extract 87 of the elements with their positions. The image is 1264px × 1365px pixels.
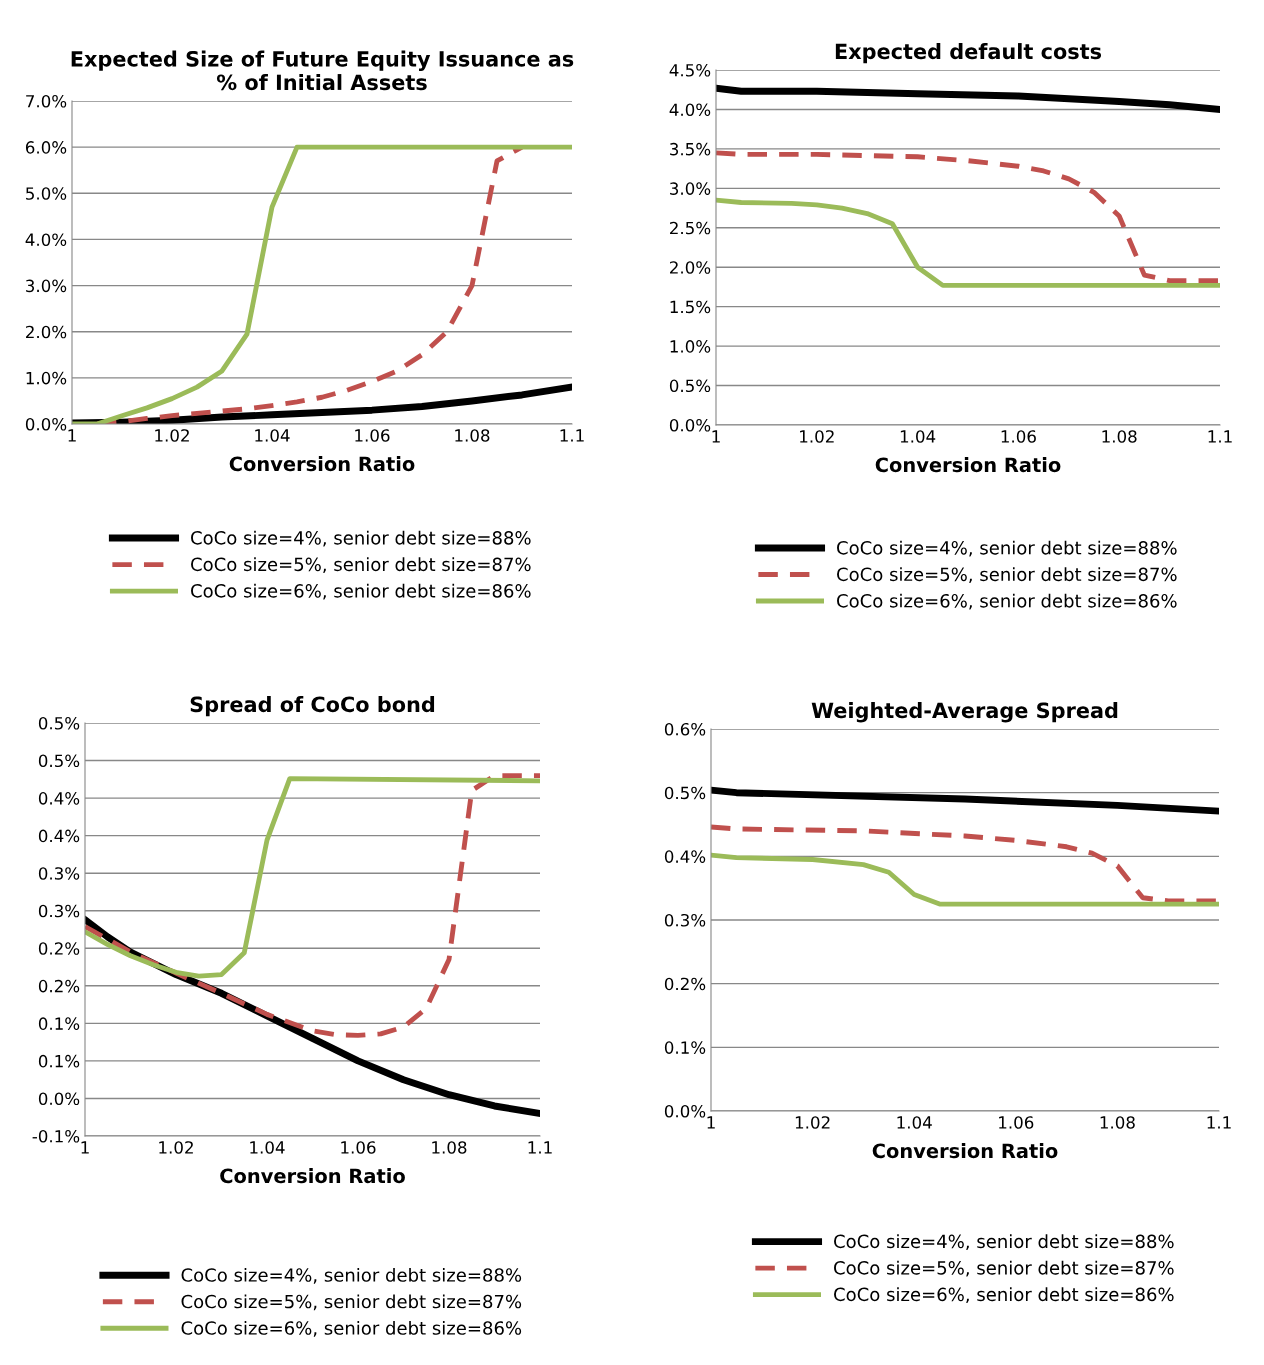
y-tick-label: 0.0% (25, 417, 67, 431)
x-tick-label: 1.08 (455, 429, 490, 442)
x-tick-label: 1.1 (1207, 1116, 1231, 1129)
legend-label: CoCo size=4%, senior debt size=88% (181, 1267, 522, 1284)
legend-label: CoCo size=6%, senior debt size=86% (834, 1287, 1174, 1304)
y-tick-label: 0.5% (38, 716, 80, 730)
y-tick-label: -0.1% (32, 1129, 80, 1143)
x-tick-label: 1.06 (999, 1116, 1034, 1129)
chart-title: Expected default costs (835, 43, 1102, 64)
line-series (716, 197, 1220, 288)
line-series (85, 776, 540, 979)
y-tick-label: 0.3% (664, 913, 706, 927)
y-tick-label: 4.0% (25, 233, 67, 246)
legend-label: CoCo size=5%, senior debt size=87% (191, 557, 531, 574)
y-tick-label: 3.0% (670, 182, 711, 195)
x-tick-label: 1.04 (255, 429, 290, 442)
y-tick-label: 2.5% (670, 221, 711, 235)
y-tick-label: 2.0% (670, 261, 711, 274)
x-tick-label: 1.06 (341, 1141, 376, 1154)
x-tick-label: 1.02 (795, 1116, 830, 1129)
y-tick-label: 0.2% (664, 977, 706, 991)
legend-label: CoCo size=6%, senior debt size=86% (837, 593, 1177, 610)
x-tick-label: 1.02 (155, 429, 189, 442)
x-tick-label: 1 (707, 1116, 715, 1129)
y-tick-label: 6.0% (25, 141, 67, 154)
y-tick-label: 0.3% (38, 867, 80, 880)
x-tick-label: 1.04 (250, 1141, 285, 1154)
x-tick-label: 1.02 (159, 1141, 193, 1154)
x-axis-title: Conversion Ratio (875, 457, 1061, 473)
y-tick-label: 0.6% (664, 722, 706, 736)
y-tick-label: 0.4% (664, 850, 706, 863)
legend-label: CoCo size=6%, senior debt size=86% (181, 1320, 522, 1337)
legend-label: CoCo size=4%, senior debt size=88% (834, 1234, 1174, 1251)
y-tick-label: 0.5% (669, 379, 711, 393)
y-tick-label: 4.5% (669, 63, 711, 77)
chart-title: Expected Size of Future Equity Issuance as % of Initial Assets (71, 50, 574, 91)
y-tick-label: 1.0% (26, 371, 67, 385)
y-tick-label: 0.5% (664, 786, 706, 800)
y-tick-label: 0.1% (38, 1054, 80, 1068)
x-tick-label: 1.1 (528, 1141, 552, 1154)
line-series (711, 824, 1219, 904)
x-tick-label: 1 (712, 430, 720, 443)
y-tick-label: 0.4% (38, 829, 80, 843)
y-tick-label: 3.5% (670, 142, 711, 156)
x-tick-label: 1.08 (432, 1141, 467, 1154)
chart-title: Weighted-Average Spread (811, 702, 1118, 723)
x-tick-label: 1.04 (897, 1116, 932, 1129)
x-tick-label: 1.06 (1001, 430, 1036, 443)
y-tick-label: 0.0% (664, 1104, 706, 1118)
chart-title: Spread of CoCo bond (190, 696, 435, 717)
x-axis-title: Conversion Ratio (872, 1143, 1058, 1159)
legend-label: CoCo size=6%, senior debt size=86% (191, 583, 531, 600)
y-tick-label: 0.1% (664, 1041, 706, 1054)
y-tick-label: 0.0% (669, 418, 711, 432)
legend-label: CoCo size=5%, senior debt size=87% (181, 1294, 522, 1311)
x-tick-label: 1.1 (1208, 430, 1232, 443)
x-tick-label: 1 (81, 1141, 89, 1154)
x-tick-label: 1.08 (1100, 1116, 1135, 1129)
x-tick-label: 1 (68, 429, 76, 442)
y-tick-label: 0.1% (38, 1017, 80, 1030)
legend-label: CoCo size=4%, senior debt size=88% (837, 540, 1177, 557)
x-tick-label: 1.02 (800, 430, 834, 443)
x-tick-label: 1.06 (355, 429, 390, 442)
y-tick-label: 7.0% (26, 94, 67, 108)
y-tick-label: 0.0% (38, 1092, 80, 1106)
legend-label: CoCo size=4%, senior debt size=88% (191, 530, 531, 547)
y-tick-label: 1.5% (670, 300, 711, 314)
y-tick-label: 0.4% (38, 792, 80, 805)
x-axis-title: Conversion Ratio (229, 456, 415, 472)
y-tick-label: 4.0% (669, 103, 711, 117)
y-tick-label: 1.0% (670, 340, 711, 353)
legend-label: CoCo size=5%, senior debt size=87% (837, 567, 1177, 583)
x-tick-label: 1.08 (1102, 430, 1137, 443)
y-tick-label: 2.0% (26, 325, 67, 339)
line-series (711, 852, 1219, 907)
x-tick-label: 1.1 (560, 429, 584, 442)
y-tick-label: 0.2% (38, 979, 80, 993)
line-series (716, 150, 1220, 284)
y-tick-label: 5.0% (26, 187, 67, 200)
y-tick-label: 0.5% (38, 754, 80, 768)
x-axis-title: Conversion Ratio (220, 1168, 405, 1184)
y-tick-label: 3.0% (26, 279, 67, 293)
y-tick-label: 0.2% (38, 942, 80, 955)
x-tick-label: 1.04 (900, 430, 936, 443)
y-tick-label: 0.3% (38, 904, 80, 918)
legend-label: CoCo size=5%, senior debt size=87% (834, 1260, 1174, 1277)
line-series (85, 773, 540, 1038)
